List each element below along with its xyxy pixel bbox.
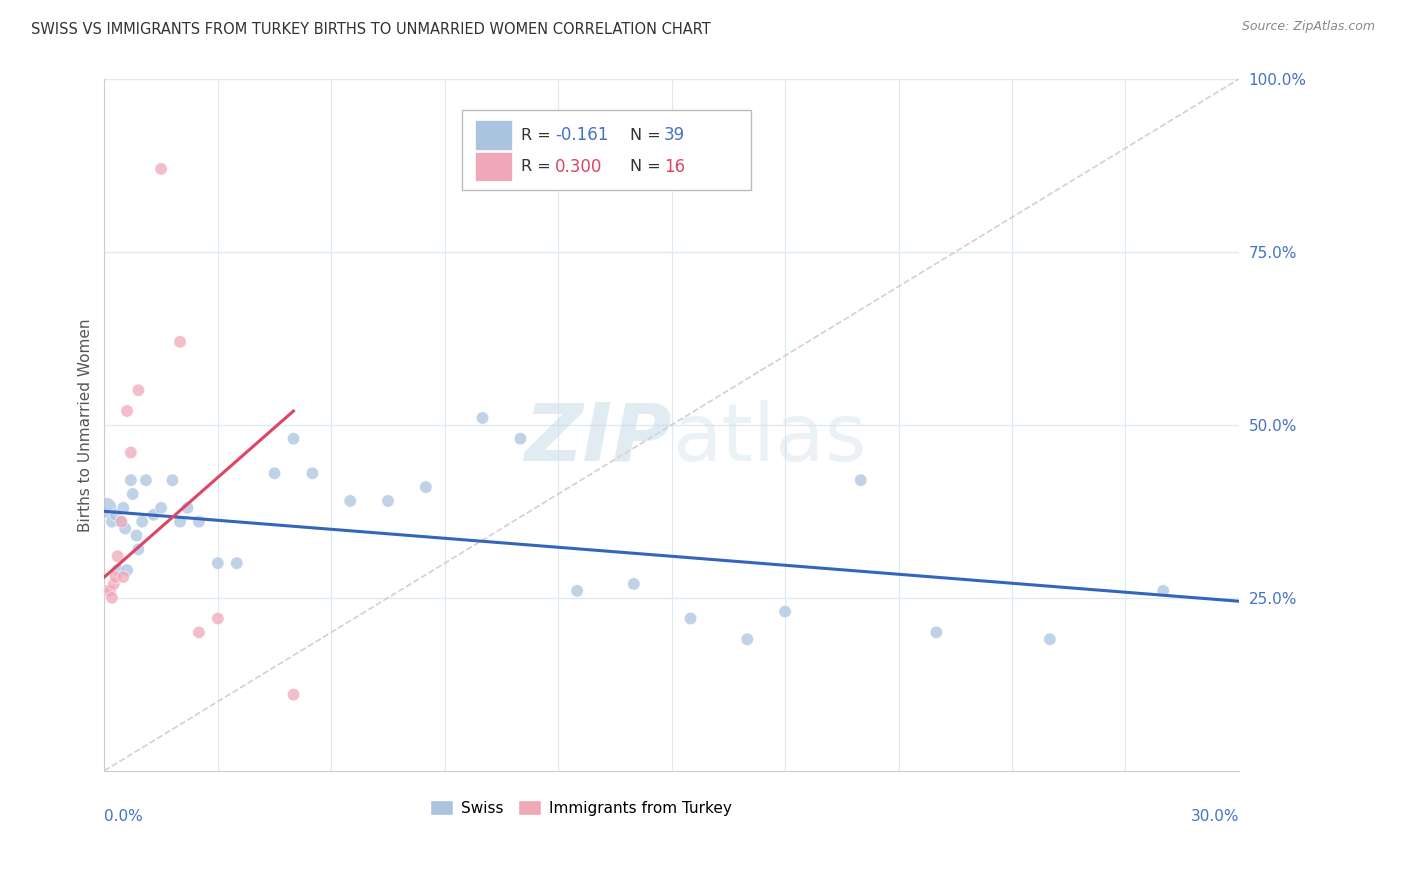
Text: 0.300: 0.300	[555, 158, 602, 176]
Text: R =: R =	[520, 128, 555, 143]
Point	[110, 515, 132, 529]
Point	[127, 542, 149, 557]
Point	[187, 515, 209, 529]
Point	[301, 467, 323, 481]
Point	[773, 605, 796, 619]
Point	[107, 549, 129, 564]
Legend: Swiss, Immigrants from Turkey: Swiss, Immigrants from Turkey	[423, 794, 738, 822]
Y-axis label: Births to Unmarried Women: Births to Unmarried Women	[79, 318, 93, 532]
Point	[162, 473, 184, 487]
Point	[104, 570, 127, 584]
Point	[925, 625, 948, 640]
Point	[1152, 583, 1174, 598]
Point	[114, 522, 136, 536]
Point	[115, 404, 138, 418]
Point	[339, 494, 361, 508]
FancyBboxPatch shape	[475, 120, 512, 150]
Point	[112, 500, 135, 515]
Point	[377, 494, 399, 508]
Point	[121, 487, 143, 501]
Text: R =: R =	[520, 160, 555, 174]
Point	[135, 473, 157, 487]
Point	[110, 515, 132, 529]
Point	[169, 334, 191, 349]
Text: -0.161: -0.161	[555, 126, 609, 144]
Point	[263, 467, 285, 481]
Point	[207, 611, 229, 625]
FancyBboxPatch shape	[475, 153, 512, 181]
Point	[96, 500, 118, 515]
Text: 30.0%: 30.0%	[1191, 809, 1239, 823]
Text: ZIP: ZIP	[524, 400, 672, 478]
Point	[225, 556, 247, 570]
Point	[679, 611, 702, 625]
FancyBboxPatch shape	[461, 110, 751, 190]
Point	[849, 473, 872, 487]
Point	[101, 591, 124, 605]
Point	[509, 432, 531, 446]
Text: Source: ZipAtlas.com: Source: ZipAtlas.com	[1241, 20, 1375, 33]
Point	[125, 528, 148, 542]
Text: N =: N =	[630, 128, 665, 143]
Point	[207, 556, 229, 570]
Point	[101, 515, 124, 529]
Text: 39: 39	[664, 126, 685, 144]
Point	[120, 473, 142, 487]
Point	[735, 632, 758, 647]
Point	[112, 570, 135, 584]
Point	[104, 508, 127, 522]
Point	[169, 515, 191, 529]
Point	[98, 583, 121, 598]
Point	[150, 500, 173, 515]
Point	[623, 577, 645, 591]
Text: N =: N =	[630, 160, 665, 174]
Point	[150, 161, 173, 176]
Text: SWISS VS IMMIGRANTS FROM TURKEY BIRTHS TO UNMARRIED WOMEN CORRELATION CHART: SWISS VS IMMIGRANTS FROM TURKEY BIRTHS T…	[31, 22, 710, 37]
Text: 0.0%: 0.0%	[104, 809, 143, 823]
Point	[107, 563, 129, 577]
Text: atlas: atlas	[672, 400, 866, 478]
Point	[120, 445, 142, 459]
Point	[565, 583, 588, 598]
Point	[176, 500, 198, 515]
Point	[187, 625, 209, 640]
Point	[127, 384, 149, 398]
Point	[103, 577, 125, 591]
Point	[415, 480, 437, 494]
Point	[1039, 632, 1062, 647]
Point	[115, 563, 138, 577]
Point	[283, 432, 305, 446]
Point	[131, 515, 153, 529]
Text: 16: 16	[664, 158, 685, 176]
Point	[471, 411, 494, 425]
Point	[96, 583, 118, 598]
Point	[283, 688, 305, 702]
Point	[142, 508, 165, 522]
